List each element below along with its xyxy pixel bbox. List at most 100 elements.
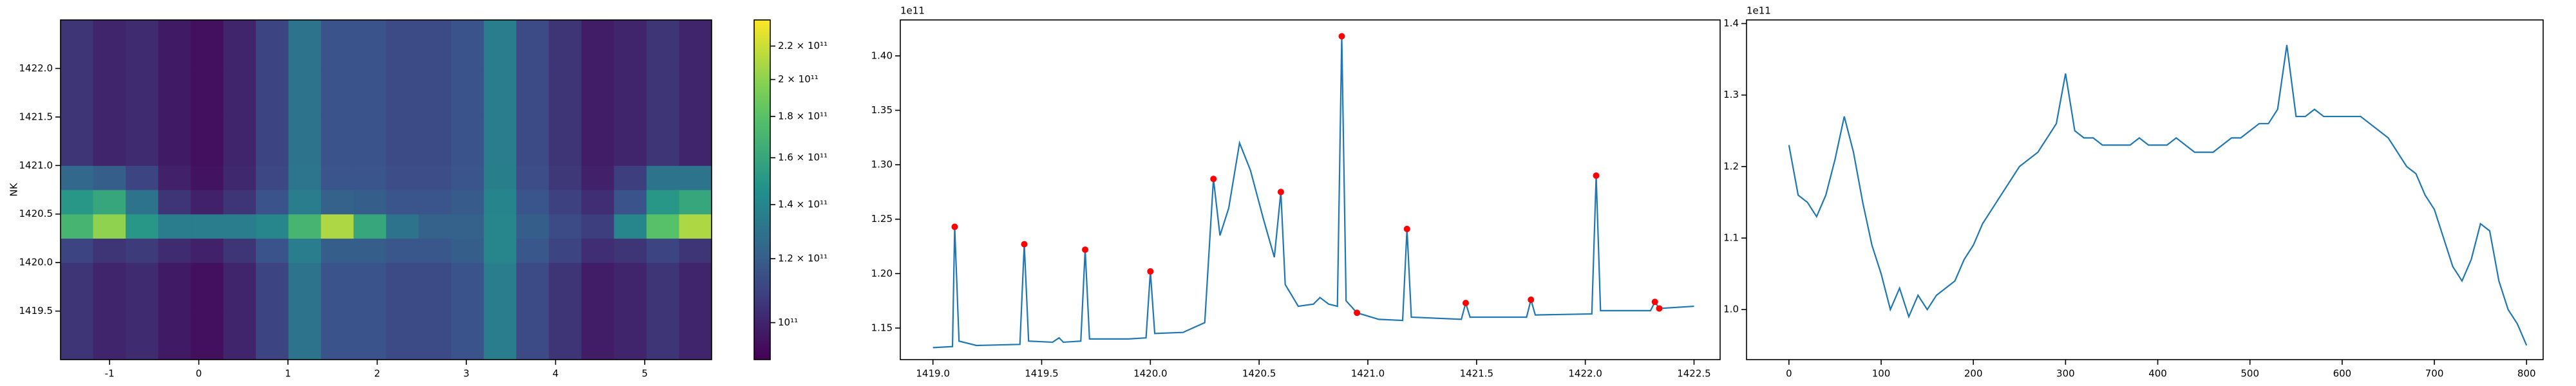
heatmap-cell <box>451 311 484 360</box>
heatmap-cell <box>321 165 354 190</box>
axes-frame <box>900 19 1721 360</box>
y-tick-label: 1.3 <box>1723 89 1739 100</box>
heatmap-cell <box>126 190 159 215</box>
heatmap-cell <box>549 20 582 69</box>
heatmap-cell <box>386 262 419 312</box>
heatmap-cell <box>419 68 452 118</box>
heatmap-cell <box>516 311 549 360</box>
heatmap-cell <box>223 262 256 312</box>
heatmap-cell <box>353 311 386 360</box>
heatmap-cell <box>321 68 354 118</box>
heatmap-cell <box>451 68 484 118</box>
y-tick-label: 1.35 <box>871 104 893 116</box>
heatmap-cell <box>386 68 419 118</box>
x-tick-label: 1420.0 <box>1133 368 1168 380</box>
heatmap-cell <box>646 262 679 312</box>
y-tick-label: 1420.0 <box>19 257 53 268</box>
heatmap-cell <box>386 311 419 360</box>
y-tick-label: 1.4 <box>1723 17 1739 29</box>
heatmap-cell <box>679 311 712 360</box>
heatmap-cell <box>191 20 224 69</box>
colorbar-tick-label: 1.2 × 10¹¹ <box>778 253 828 264</box>
heatmap-cell <box>581 190 614 215</box>
heatmap-cell <box>93 238 126 263</box>
y-tick-label: 1.40 <box>871 50 893 61</box>
peak-marker <box>1593 172 1600 179</box>
x-tick-label: 1419.5 <box>1025 368 1059 380</box>
x-tick-label: 500 <box>2240 368 2259 380</box>
peak-marker <box>1651 299 1658 306</box>
heatmap-cell <box>321 311 354 360</box>
heatmap-cell <box>353 238 386 263</box>
heatmap-cell <box>679 238 712 263</box>
heatmap-cell <box>158 262 191 312</box>
y-tick-label: 1420.5 <box>19 208 53 219</box>
x-tick-label: 300 <box>2056 368 2075 380</box>
y-tick-label: 1421.0 <box>19 160 53 171</box>
y-tick-label: 1422.0 <box>19 62 53 74</box>
heatmap-cell <box>223 116 256 166</box>
heatmap-cell <box>93 165 126 190</box>
heatmap-cell <box>581 214 614 239</box>
heatmap-cell <box>451 214 484 239</box>
x-tick-label: 700 <box>2425 368 2444 380</box>
heatmap-cell <box>451 238 484 263</box>
heatmap-cell <box>126 116 159 166</box>
y-tick-label: 1419.5 <box>19 305 53 317</box>
heatmap-cell <box>93 214 126 239</box>
heatmap-cell <box>158 165 191 190</box>
heatmap-cell <box>288 165 321 190</box>
colorbar <box>753 19 771 360</box>
peak-marker <box>1021 241 1028 248</box>
heatmap-cell <box>191 311 224 360</box>
heatmap-cell <box>191 238 224 263</box>
heatmap-cell <box>158 190 191 215</box>
peak-marker <box>1462 300 1469 306</box>
x-tick-label: -1 <box>105 368 115 380</box>
heatmap-cell <box>191 214 224 239</box>
offset-text: 1e11 <box>1747 5 1771 17</box>
heatmap-cell <box>614 68 647 118</box>
heatmap-cell <box>646 238 679 263</box>
heatmap-cell <box>581 262 614 312</box>
heatmap-cell <box>386 190 419 215</box>
heatmap-cell <box>419 238 452 263</box>
heatmap-cell <box>386 165 419 190</box>
heatmap-cell <box>646 116 679 166</box>
heatmap-cell <box>158 214 191 239</box>
heatmap-cell <box>61 116 94 166</box>
peak-marker <box>1277 188 1284 196</box>
heatmap-cell <box>126 238 159 263</box>
y-axis-label: NK <box>8 182 20 196</box>
heatmap-cell <box>288 311 321 360</box>
x-tick-label: 0 <box>1786 368 1792 380</box>
peak-marker <box>1338 33 1345 40</box>
heatmap-cell <box>288 68 321 118</box>
heatmap-cell <box>223 20 256 69</box>
x-tick-label: 100 <box>1872 368 1891 380</box>
x-tick-label: 200 <box>1964 368 1983 380</box>
data-line <box>1788 44 2528 346</box>
colorbar-tick-label: 2.2 × 10¹¹ <box>778 40 828 51</box>
heatmap-cell <box>321 116 354 166</box>
peak-marker <box>1528 296 1535 303</box>
heatmap-cell <box>61 262 94 312</box>
heatmap-cell <box>581 20 614 69</box>
heatmap-cell <box>256 20 289 69</box>
heatmap-cell <box>321 238 354 263</box>
x-tick-label: 4 <box>553 368 559 380</box>
heatmap-cell <box>256 214 289 239</box>
heatmap-cell <box>484 68 517 118</box>
heatmap-cell <box>288 214 321 239</box>
heatmap-cell <box>126 20 159 69</box>
heatmap-cell <box>646 190 679 215</box>
heatmap-cell <box>419 190 452 215</box>
heatmap-cell <box>256 262 289 312</box>
heatmap-cell <box>679 20 712 69</box>
y-tick-label: 1.20 <box>871 268 893 279</box>
heatmap-cell <box>581 116 614 166</box>
heatmap-cell <box>353 165 386 190</box>
heatmap-cell <box>256 238 289 263</box>
y-tick-label: 1.2 <box>1723 160 1739 172</box>
heatmap-cell <box>353 116 386 166</box>
